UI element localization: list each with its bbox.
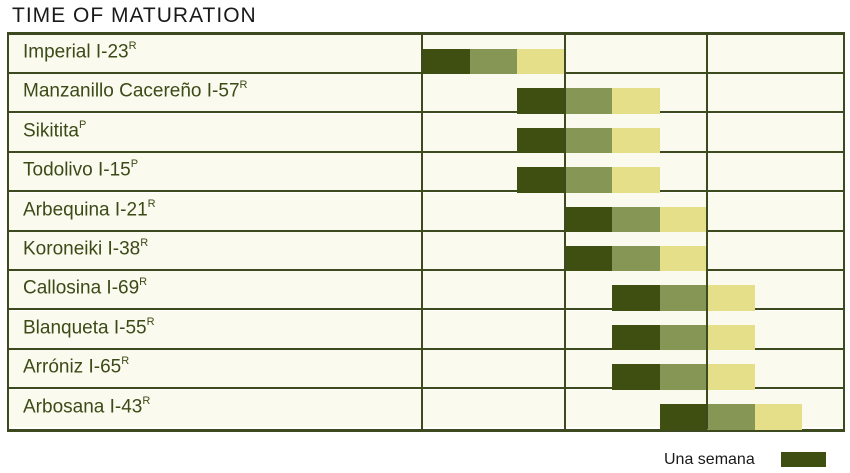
table-row: Arbequina I-21R	[9, 192, 843, 232]
maturation-bar-segment-3	[659, 206, 707, 233]
variety-name: Arróniz I-65	[23, 356, 122, 378]
maturation-bar-segment-1	[612, 285, 660, 312]
grid-line	[421, 35, 423, 429]
variety-label: Arbosana I-43R	[23, 394, 151, 418]
maturation-bar-segment-1	[517, 88, 565, 115]
variety-label: Manzanillo Cacereño I-57R	[23, 79, 248, 102]
table-row: Koroneiki I-38R	[9, 232, 843, 271]
variety-superscript: P	[78, 118, 87, 131]
maturation-bar-segment-2	[612, 246, 660, 272]
maturation-bar-segment-1	[517, 127, 565, 154]
table-row: Manzanillo Cacereño I-57R	[9, 74, 843, 114]
maturation-bar-segment-1	[612, 364, 660, 391]
variety-name: Sikitita	[23, 120, 79, 142]
legend-swatch	[781, 452, 826, 467]
variety-superscript: R	[146, 315, 155, 328]
maturation-bar-segment-1	[659, 403, 707, 430]
maturation-bar-segment-3	[517, 49, 565, 75]
variety-superscript: R	[239, 79, 248, 92]
variety-superscript: R	[128, 40, 137, 52]
maturation-bar-segment-1	[564, 206, 612, 233]
variety-label: SikititaP	[23, 118, 87, 142]
maturation-bar-segment-2	[564, 167, 612, 194]
variety-label: Imperial I-23R	[23, 40, 137, 63]
maturation-bar-segment-3	[612, 88, 660, 115]
maturation-bar-segment-3	[754, 403, 802, 430]
maturation-bar-segment-2	[659, 324, 707, 351]
grid-line	[563, 35, 566, 429]
maturation-bar-segment-3	[659, 246, 707, 272]
maturation-bar-segment-3	[612, 127, 660, 154]
maturation-bar-segment-1	[612, 324, 660, 351]
variety-label: Koroneiki I-38R	[23, 237, 149, 260]
maturation-bar-segment-3	[707, 324, 755, 351]
variety-label: Todolivo I-15P	[23, 158, 139, 181]
variety-label: Arróniz I-65R	[23, 355, 130, 378]
variety-name: Callosina I-69	[23, 277, 140, 299]
maturation-bar-segment-1	[517, 167, 565, 194]
chart-title: TIME OF MATURATION	[12, 4, 257, 27]
maturation-bar-segment-2	[659, 285, 707, 312]
maturation-bar-segment-2	[564, 88, 612, 115]
variety-superscript: R	[142, 394, 151, 407]
variety-name: Koroneiki I-38	[23, 238, 141, 260]
variety-name: Arbosana I-43	[23, 395, 143, 417]
maturation-bar-segment-2	[469, 49, 517, 75]
maturation-bar-segment-3	[612, 167, 660, 194]
variety-label: Arbequina I-21R	[23, 197, 156, 221]
maturation-bar-segment-2	[659, 364, 707, 391]
variety-name: Blanqueta I-55	[23, 317, 147, 339]
table-row: SikititaP	[9, 113, 843, 153]
grid-line	[706, 35, 708, 429]
variety-superscript: R	[147, 197, 156, 210]
table-row: Todolivo I-15P	[9, 153, 843, 193]
variety-label: Blanqueta I-55R	[23, 315, 155, 339]
maturation-bar-segment-2	[707, 403, 755, 430]
maturation-bar-segment-1	[564, 246, 612, 272]
variety-name: Arbequina I-21	[23, 198, 148, 220]
maturation-bar-segment-3	[707, 364, 755, 391]
variety-name: Todolivo I-15	[23, 159, 131, 181]
variety-label: Callosina I-69R	[23, 276, 148, 299]
maturation-bar-segment-3	[707, 285, 755, 312]
variety-superscript: R	[121, 355, 130, 368]
maturation-bar-segment-1	[422, 49, 470, 75]
variety-superscript: R	[139, 276, 148, 289]
variety-superscript: R	[140, 237, 149, 249]
variety-name: Manzanillo Cacereño I-57	[23, 80, 240, 102]
variety-name: Imperial I-23	[23, 41, 129, 63]
legend-label: Una semana	[664, 451, 755, 468]
maturation-table: Imperial I-23R Manzanillo Cacereño I-57R S…	[7, 32, 845, 432]
maturation-bar-segment-2	[612, 206, 660, 233]
variety-superscript: P	[130, 158, 139, 171]
maturation-bar-segment-2	[564, 127, 612, 154]
